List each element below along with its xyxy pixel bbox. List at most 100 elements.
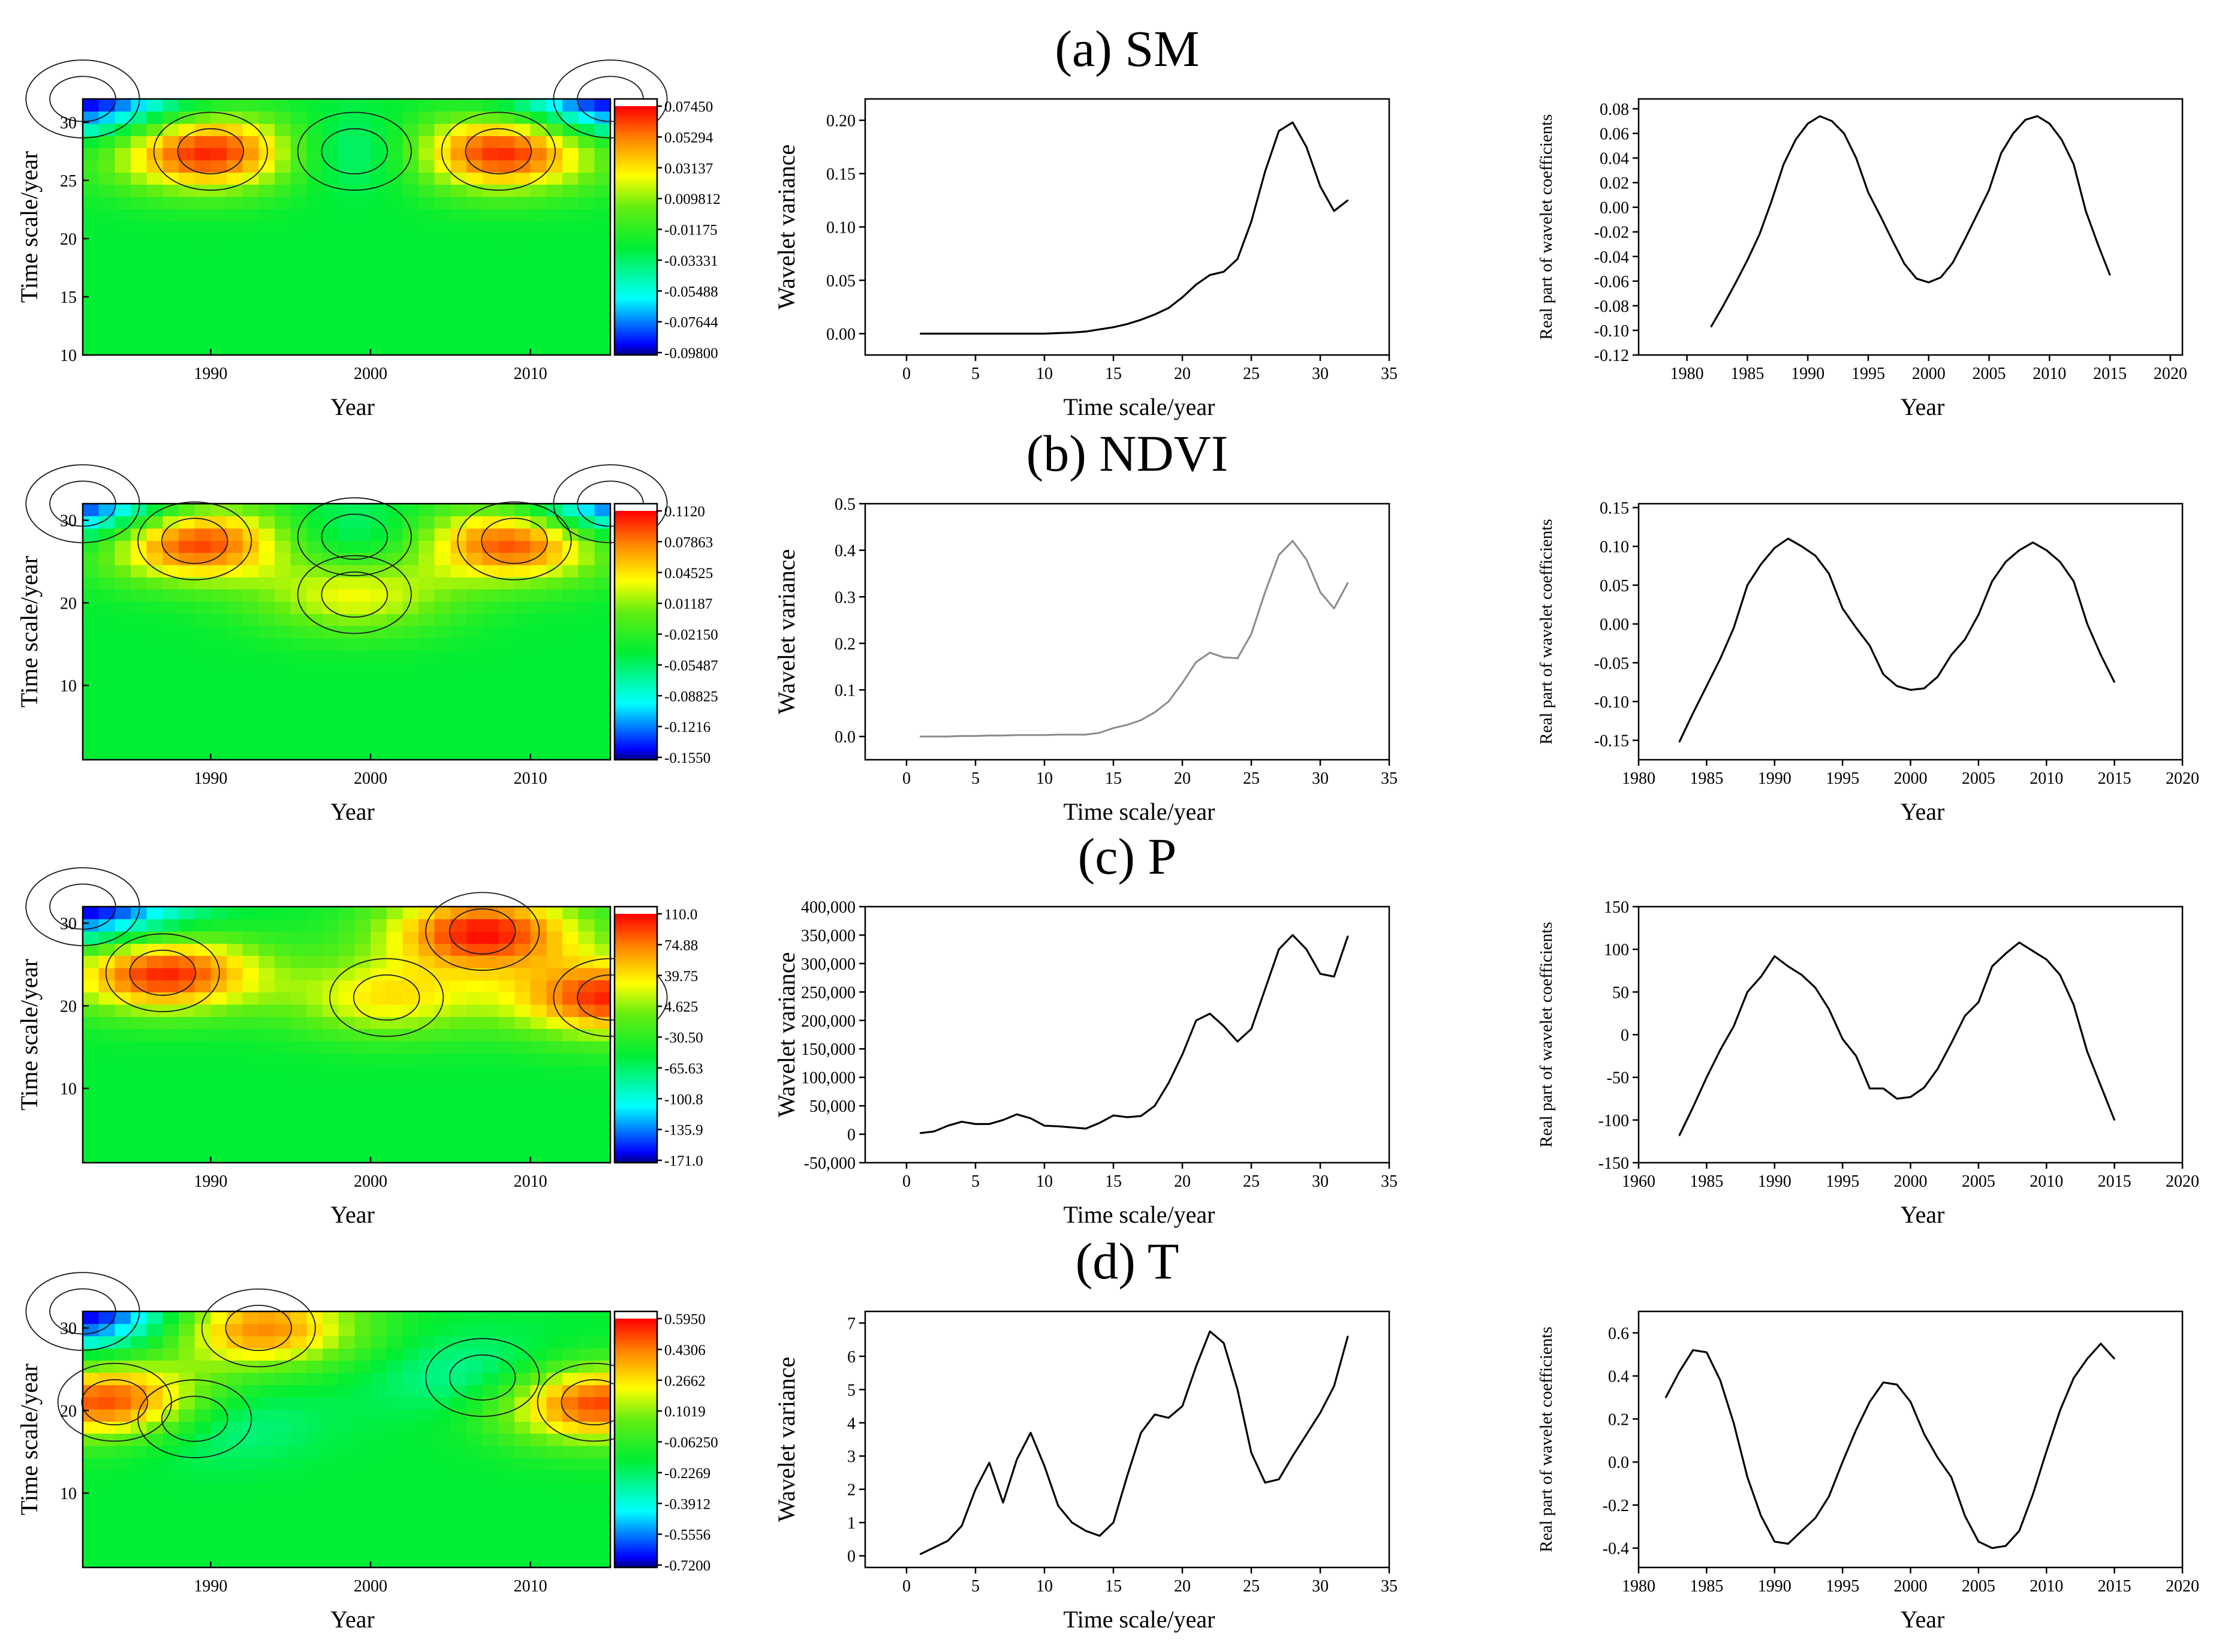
- heatmap-cell: [227, 650, 243, 663]
- heatmap-cell: [242, 209, 260, 222]
- x-tick-label: 35: [1381, 1172, 1398, 1191]
- heatmap-cell: [179, 1385, 195, 1398]
- heatmap-cell: [131, 613, 147, 627]
- heatmap-cell: [594, 516, 611, 529]
- heatmap-cell: [482, 1114, 499, 1127]
- heatmap-cell: [418, 1433, 435, 1446]
- data-point: [1209, 1013, 1211, 1015]
- heatmap-cell: [594, 1090, 611, 1103]
- heatmap-cell: [98, 625, 116, 639]
- heatmap-cell: [227, 723, 243, 736]
- heatmap-cell: [466, 330, 483, 344]
- heatmap-cell: [194, 196, 212, 209]
- data-point: [1923, 687, 1925, 690]
- heatmap-cell: [434, 967, 451, 980]
- heatmap-cell: [242, 1150, 260, 1163]
- heatmap-cell: [98, 245, 116, 258]
- heatmap-cell: [242, 1028, 260, 1042]
- data-point: [1883, 673, 1884, 675]
- heatmap-cell: [594, 318, 611, 332]
- heatmap-cell: [146, 1482, 164, 1495]
- data-point: [2018, 549, 2021, 551]
- heatmap-cell: [162, 662, 179, 675]
- heatmap-cell: [131, 318, 147, 332]
- heatmap-cell: [275, 123, 291, 136]
- heatmap-cell: [131, 1482, 147, 1495]
- heatmap-cell: [450, 504, 467, 517]
- heatmap-cell: [115, 1397, 131, 1410]
- data-point: [1879, 215, 1881, 217]
- heatmap-cell: [179, 564, 195, 577]
- heatmap-cell: [418, 723, 435, 736]
- heatmap-cell: [402, 184, 419, 197]
- data-point: [1928, 281, 1929, 284]
- heatmap-cell: [227, 931, 243, 944]
- heatmap-cell: [562, 1040, 579, 1054]
- heatmap-cell: [194, 516, 212, 529]
- heatmap-cell: [482, 601, 499, 614]
- heatmap-cell: [258, 257, 275, 270]
- heatmap-cell: [115, 1360, 131, 1373]
- heatmap-cell: [83, 931, 100, 944]
- heatmap-cell: [450, 577, 467, 590]
- heatmap-cell: [418, 1138, 435, 1151]
- heatmap-cell: [98, 1433, 116, 1446]
- heatmap-cell: [210, 1028, 227, 1042]
- plot-frame: [82, 1310, 612, 1569]
- heatmap-cell: [450, 184, 467, 197]
- heatmap-cell: [498, 306, 515, 319]
- plot-frame: [82, 502, 612, 761]
- heatmap-cell: [546, 980, 563, 993]
- y-tick-label: 0.5: [835, 495, 856, 514]
- heatmap-cell: [546, 1323, 563, 1337]
- heatmap-cell: [115, 1138, 131, 1151]
- heatmap-cell: [98, 992, 116, 1005]
- heatmap-cell: [258, 1506, 275, 1519]
- heatmap-cell: [386, 221, 404, 234]
- x-tick-label: 2000: [354, 365, 387, 383]
- heatmap-cell: [338, 943, 356, 956]
- heatmap-cell: [146, 637, 164, 651]
- heatmap-cell: [98, 564, 116, 577]
- heatmap-cell: [115, 528, 131, 541]
- heatmap-cell: [258, 699, 275, 712]
- heatmap-cell: [418, 540, 435, 553]
- heatmap-cell: [386, 148, 404, 161]
- heatmap-cell: [450, 1531, 467, 1544]
- heatmap-cell: [371, 269, 387, 282]
- data-series-line: [920, 540, 1349, 738]
- heatmap-cell: [386, 306, 404, 319]
- heatmap-cell: [323, 1506, 339, 1519]
- heatmap-cell: [179, 1506, 195, 1519]
- x-tick-label: 2015: [2098, 1577, 2131, 1596]
- heatmap-cell: [290, 589, 308, 602]
- heatmap-cell: [242, 1421, 260, 1434]
- heatmap-cell: [482, 245, 499, 258]
- data-point: [1098, 329, 1101, 330]
- heatmap-cell: [258, 931, 275, 944]
- heatmap-cell: [210, 711, 227, 724]
- data-point: [2086, 1358, 2088, 1360]
- heatmap-cell: [306, 282, 323, 295]
- heatmap-cell: [562, 99, 579, 112]
- heatmap-cell: [450, 1421, 467, 1434]
- data-point: [1057, 332, 1059, 334]
- heatmap-cell: [162, 699, 179, 712]
- y-tick-label: 0.1: [835, 682, 856, 700]
- y-tick-label: 15: [60, 288, 77, 307]
- x-axis-label: Time scale/year: [1064, 798, 1215, 825]
- heatmap-cell: [210, 552, 227, 565]
- heatmap-cell: [482, 282, 499, 295]
- data-point: [1950, 1042, 1952, 1044]
- heatmap-cell: [98, 504, 116, 517]
- heatmap-cell: [338, 674, 356, 687]
- x-tick-label: 2005: [1973, 365, 2006, 383]
- heatmap-cell: [146, 1470, 164, 1483]
- y-tick-label: 30: [60, 114, 77, 133]
- heatmap-cell: [594, 1470, 611, 1483]
- heatmap-cell: [338, 1323, 356, 1337]
- data-point: [1278, 1478, 1280, 1481]
- heatmap-cell: [98, 1397, 116, 1410]
- data-point: [2113, 1358, 2115, 1360]
- heatmap-cell: [83, 1323, 100, 1337]
